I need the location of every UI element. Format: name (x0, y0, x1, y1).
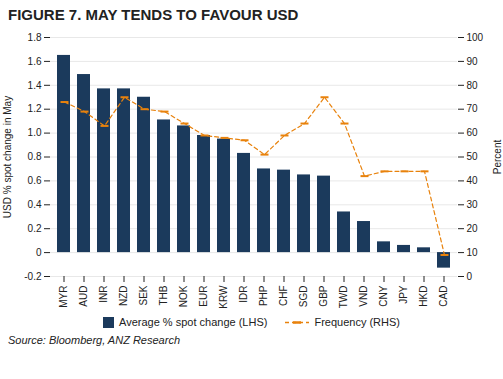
svg-text:90: 90 (467, 56, 479, 67)
svg-text:0: 0 (467, 271, 473, 282)
svg-text:VND: VND (358, 286, 369, 307)
svg-text:EUR: EUR (198, 286, 209, 307)
html-text:FIGURE 7. MAY TENDS TO FAVOUR: FIGURE 7. MAY TENDS TO FAVOUR USD (8, 6, 299, 23)
svg-text:HKD: HKD (418, 286, 429, 307)
svg-text:SEK: SEK (138, 285, 149, 305)
svg-text:KRW: KRW (218, 285, 229, 309)
svg-text:80: 80 (467, 80, 479, 91)
svg-text:USD % spot change in May: USD % spot change in May (2, 96, 13, 218)
svg-text:0.4: 0.4 (28, 199, 42, 210)
svg-text:1.4: 1.4 (28, 80, 42, 91)
svg-text:GBP: GBP (318, 285, 329, 306)
html-text:Source: Bloomberg, ANZ Researc: Source: Bloomberg, ANZ Research (8, 334, 180, 346)
svg-text:20: 20 (467, 223, 479, 234)
svg-text:1.0: 1.0 (28, 127, 42, 138)
svg-text:NOK: NOK (178, 285, 189, 307)
svg-text:40: 40 (467, 175, 479, 186)
svg-text:0: 0 (36, 247, 42, 258)
svg-text:AUD: AUD (78, 286, 89, 307)
svg-text:MYR: MYR (58, 286, 69, 308)
svg-text:1.2: 1.2 (28, 103, 42, 114)
svg-text:10: 10 (467, 247, 479, 258)
svg-text:Percent: Percent (492, 140, 503, 175)
svg-text:THB: THB (158, 285, 169, 305)
svg-text:-0.2: -0.2 (24, 271, 42, 282)
svg-text:TWD: TWD (338, 286, 349, 309)
svg-text:CHF: CHF (278, 286, 289, 307)
svg-text:INR: INR (98, 286, 109, 303)
html-text:Frequency (RHS): Frequency (RHS) (314, 316, 400, 328)
svg-text:SGD: SGD (298, 286, 309, 308)
svg-text:0.6: 0.6 (28, 175, 42, 186)
svg-text:60: 60 (467, 127, 479, 138)
html-text:Average % spot change (LHS): Average % spot change (LHS) (119, 316, 268, 328)
svg-text:50: 50 (467, 151, 479, 162)
svg-text:CNY: CNY (378, 285, 389, 306)
svg-text:1.6: 1.6 (28, 56, 42, 67)
svg-text:30: 30 (467, 199, 479, 210)
svg-text:0.8: 0.8 (28, 151, 42, 162)
svg-text:1.8: 1.8 (28, 32, 42, 43)
svg-text:JPY: JPY (398, 285, 409, 304)
svg-text:100: 100 (467, 32, 484, 43)
svg-text:70: 70 (467, 103, 479, 114)
svg-text:PHP: PHP (258, 285, 269, 306)
svg-text:IDR: IDR (238, 286, 249, 303)
svg-text:CAD: CAD (438, 286, 449, 307)
svg-text:NZD: NZD (118, 286, 129, 307)
svg-text:0.2: 0.2 (28, 223, 42, 234)
